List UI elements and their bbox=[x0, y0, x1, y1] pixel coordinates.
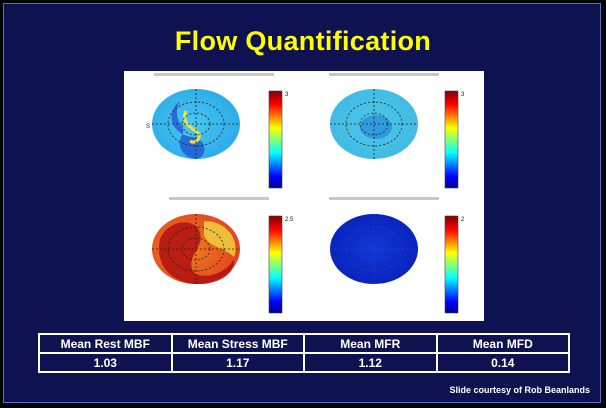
ratio-colorbar-max-label: 2.5 bbox=[285, 217, 294, 223]
difference-polar-map: 2 bbox=[329, 197, 465, 314]
rest-colorbar-max-label: 3 bbox=[285, 92, 289, 98]
slide-credit: Slide courtesy of Rob Beanlands bbox=[449, 385, 590, 395]
svg-text:S: S bbox=[146, 124, 150, 130]
header-mean-mfr: Mean MFR bbox=[303, 333, 438, 354]
stress-polar-map: 3 bbox=[329, 73, 465, 189]
header-mean-mfd: Mean MFD bbox=[435, 333, 570, 354]
flow-results-table: Mean Rest MBF Mean Stress MBF Mean MFR M… bbox=[38, 333, 570, 373]
slide-title: Flow Quantification bbox=[174, 26, 432, 56]
polar-map-figure: S 3 3 2.5 bbox=[124, 71, 484, 321]
table-value-row: 1.03 1.17 1.12 0.14 bbox=[38, 352, 570, 373]
value-mean-rest-mbf: 1.03 bbox=[38, 352, 173, 373]
value-mean-mfd: 0.14 bbox=[435, 352, 570, 373]
rest-polar-map: S 3 bbox=[146, 73, 289, 189]
stress-colorbar-max-label: 3 bbox=[461, 92, 465, 98]
header-mean-stress-mbf: Mean Stress MBF bbox=[170, 333, 305, 354]
table-header-row: Mean Rest MBF Mean Stress MBF Mean MFR M… bbox=[38, 333, 570, 354]
ratio-polar-map: 2.5 bbox=[152, 197, 294, 314]
header-mean-rest-mbf: Mean Rest MBF bbox=[38, 333, 173, 354]
value-mean-mfr: 1.12 bbox=[303, 352, 438, 373]
polar-map-canvas: S 3 3 2.5 bbox=[146, 73, 465, 314]
difference-colorbar-max-label: 2 bbox=[461, 217, 465, 223]
value-mean-stress-mbf: 1.17 bbox=[170, 352, 305, 373]
